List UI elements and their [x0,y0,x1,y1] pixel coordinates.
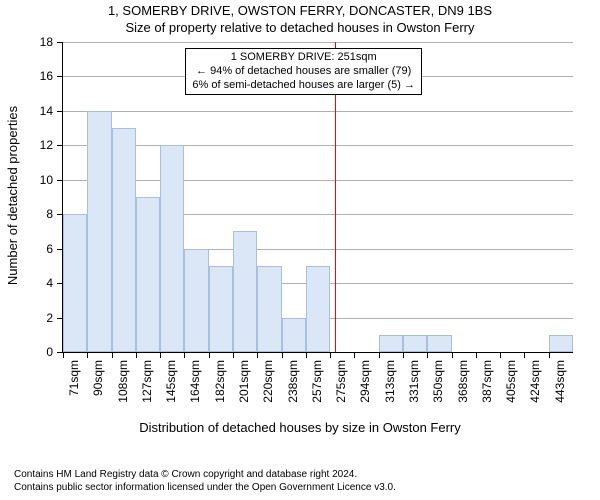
x-axis-label: Distribution of detached houses by size … [0,420,600,435]
y-tick-label: 4 [46,276,53,290]
y-tick-label: 18 [40,35,53,49]
x-tick-label: 145sqm [164,360,178,403]
x-tick-mark [233,352,234,358]
x-tick-mark [403,352,404,358]
x-tick-mark [112,352,113,358]
x-tick-mark [354,352,355,358]
histogram-bar [87,111,111,352]
x-tick-label: 294sqm [358,360,372,403]
x-tick-mark [306,352,307,358]
histogram-bar [209,266,233,352]
x-tick-label: 201sqm [237,360,251,403]
grid-line [63,180,573,181]
chart-page: 1, SOMERBY DRIVE, OWSTON FERRY, DONCASTE… [0,0,600,500]
plot-area: 02468101214161871sqm90sqm108sqm127sqm145… [62,42,573,353]
x-tick-label: 331sqm [407,360,421,403]
x-tick-label: 443sqm [553,360,567,403]
x-tick-mark [209,352,210,358]
histogram-bar [379,335,403,352]
x-tick-label: 71sqm [67,360,81,396]
x-tick-label: 182sqm [213,360,227,403]
x-tick-label: 424sqm [528,360,542,403]
x-tick-label: 164sqm [188,360,202,403]
x-tick-mark [427,352,428,358]
x-tick-mark [136,352,137,358]
y-tick-label: 6 [46,242,53,256]
footer-line-1: Contains HM Land Registry data © Crown c… [14,469,600,482]
x-tick-mark [257,352,258,358]
y-tick-label: 0 [46,345,53,359]
histogram-bar [427,335,451,352]
y-tick-label: 12 [40,138,53,152]
x-tick-mark [500,352,501,358]
y-tick-mark [57,76,63,77]
attribution-footer: Contains HM Land Registry data © Crown c… [0,469,600,494]
histogram-bar [257,266,281,352]
x-tick-label: 90sqm [91,360,105,396]
x-tick-label: 275sqm [334,360,348,403]
annotation-line-3: 6% of semi-detached houses are larger (5… [192,79,415,93]
x-tick-label: 350sqm [431,360,445,403]
x-tick-mark [476,352,477,358]
grid-line [63,42,573,43]
x-tick-mark [452,352,453,358]
y-tick-mark [57,42,63,43]
histogram-bar [136,197,160,352]
x-tick-mark [282,352,283,358]
annotation-line-2: ← 94% of detached houses are smaller (79… [192,65,415,79]
footer-line-2: Contains public sector information licen… [14,482,600,495]
histogram-bar [549,335,573,352]
x-tick-label: 238sqm [286,360,300,403]
x-tick-mark [160,352,161,358]
x-tick-label: 313sqm [383,360,397,403]
x-tick-label: 220sqm [261,360,275,403]
annotation-line-1: 1 SOMERBY DRIVE: 251sqm [192,51,415,65]
histogram-bar [160,145,184,352]
page-subtitle: Size of property relative to detached ho… [0,20,600,35]
y-axis-label: Number of detached properties [4,0,22,390]
x-tick-mark [330,352,331,358]
histogram-bar [184,249,208,352]
x-tick-label: 405sqm [504,360,518,403]
x-tick-mark [87,352,88,358]
annotation-box: 1 SOMERBY DRIVE: 251sqm← 94% of detached… [185,48,422,95]
y-tick-mark [57,111,63,112]
x-tick-mark [63,352,64,358]
y-tick-label: 2 [46,311,53,325]
y-tick-label: 10 [40,173,53,187]
histogram-bar [282,318,306,352]
histogram-bar [112,128,136,352]
y-tick-label: 8 [46,207,53,221]
page-title: 1, SOMERBY DRIVE, OWSTON FERRY, DONCASTE… [0,4,600,18]
histogram-bar [306,266,330,352]
grid-line [63,145,573,146]
x-tick-label: 368sqm [456,360,470,403]
x-tick-label: 108sqm [116,360,130,403]
x-tick-label: 127sqm [140,360,154,403]
x-tick-label: 387sqm [480,360,494,403]
y-tick-label: 14 [40,104,53,118]
histogram-bar [403,335,427,352]
grid-line [63,111,573,112]
x-tick-mark [524,352,525,358]
histogram-bar [63,214,87,352]
x-tick-mark [379,352,380,358]
x-tick-mark [549,352,550,358]
y-tick-mark [57,180,63,181]
x-tick-label: 257sqm [310,360,324,403]
x-tick-mark [184,352,185,358]
histogram-bar [233,231,257,352]
y-tick-mark [57,145,63,146]
y-tick-label: 16 [40,69,53,83]
